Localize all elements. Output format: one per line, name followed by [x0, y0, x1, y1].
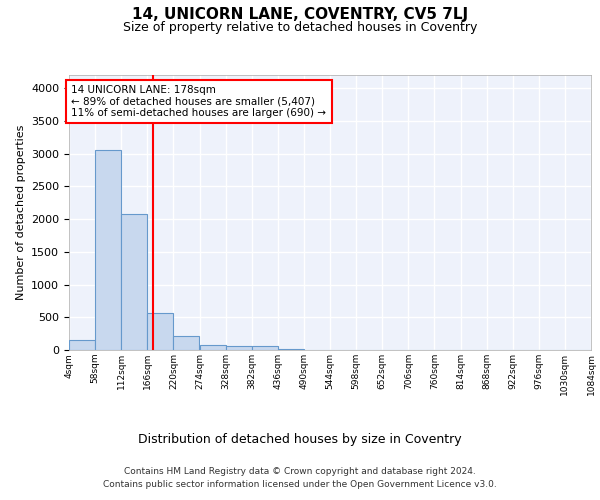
Text: Size of property relative to detached houses in Coventry: Size of property relative to detached ho… [123, 21, 477, 34]
Text: Distribution of detached houses by size in Coventry: Distribution of detached houses by size … [138, 432, 462, 446]
Bar [148, 314, 173, 350]
Text: Contains HM Land Registry data © Crown copyright and database right 2024.: Contains HM Land Registry data © Crown c… [124, 468, 476, 476]
Bar [173, 336, 199, 350]
Bar [226, 346, 252, 350]
Bar [199, 345, 226, 350]
Bar [95, 150, 121, 350]
Text: Contains public sector information licensed under the Open Government Licence v3: Contains public sector information licen… [103, 480, 497, 489]
Bar [121, 214, 148, 350]
Text: 14 UNICORN LANE: 178sqm
← 89% of detached houses are smaller (5,407)
11% of semi: 14 UNICORN LANE: 178sqm ← 89% of detache… [71, 85, 326, 118]
Bar [252, 346, 278, 350]
Bar [69, 340, 95, 350]
Text: 14, UNICORN LANE, COVENTRY, CV5 7LJ: 14, UNICORN LANE, COVENTRY, CV5 7LJ [132, 8, 468, 22]
Y-axis label: Number of detached properties: Number of detached properties [16, 125, 26, 300]
